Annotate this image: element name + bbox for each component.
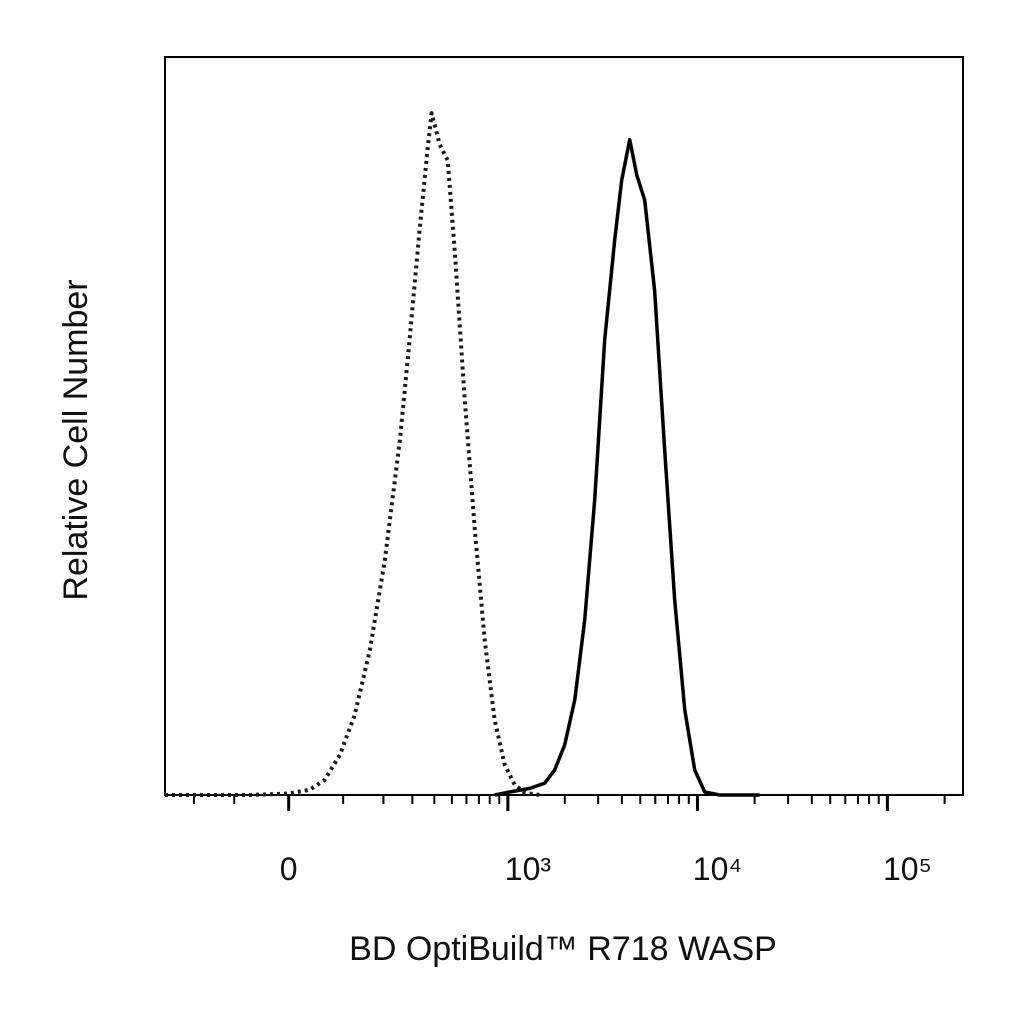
x-tick-label: 10⁴ bbox=[693, 851, 742, 887]
series-line bbox=[165, 111, 540, 797]
x-tick-label: 10⁵ bbox=[883, 851, 932, 887]
plot-frame bbox=[164, 56, 964, 796]
y-axis-label: Relative Cell Number bbox=[57, 279, 95, 600]
x-tick-label: 10³ bbox=[505, 851, 552, 887]
series-line bbox=[494, 137, 760, 797]
x-tick-label: 0 bbox=[280, 851, 298, 887]
x-axis-label: BD OptiBuild™ R718 WASP bbox=[349, 930, 777, 968]
